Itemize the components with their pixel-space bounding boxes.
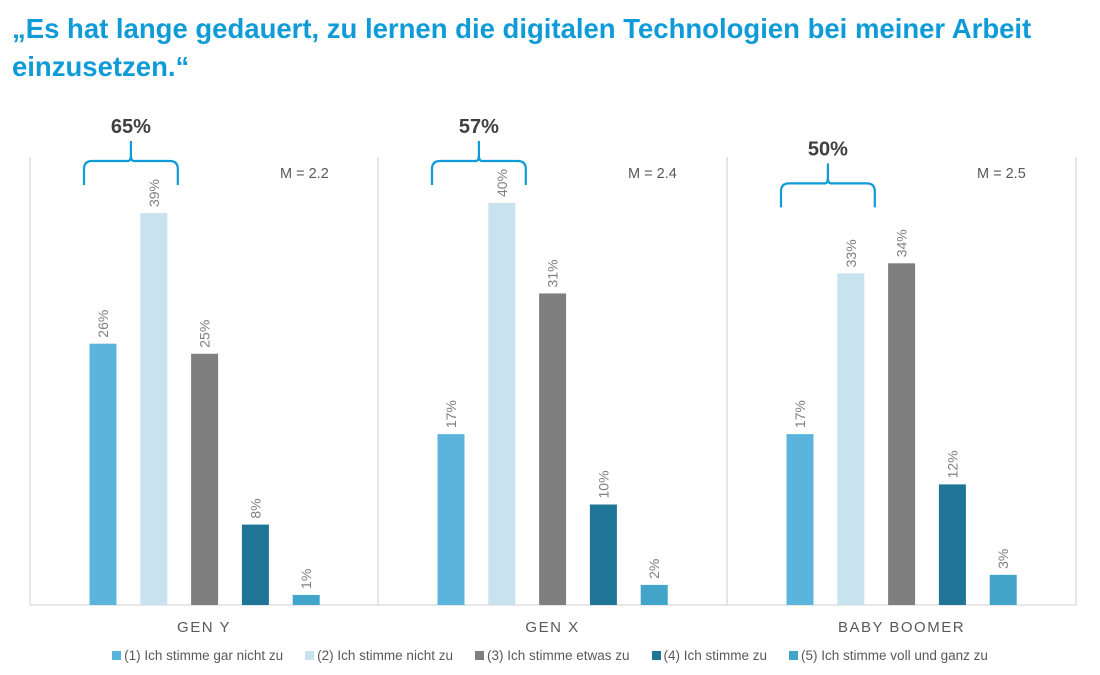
data-label: 25% (197, 320, 213, 348)
legend-item: (3) Ich stimme etwas zu (474, 648, 630, 663)
data-label: 3% (995, 549, 1011, 569)
data-label: 10% (595, 470, 611, 498)
data-label: 40% (494, 169, 510, 197)
data-label: 8% (247, 498, 263, 518)
data-label: 1% (298, 569, 314, 589)
bar (539, 293, 567, 605)
data-label: 12% (944, 450, 960, 478)
data-label: 17% (792, 400, 808, 428)
data-label: 34% (894, 229, 910, 257)
bar (786, 434, 814, 605)
bracket-sum-label: 50% (808, 138, 848, 160)
bar (938, 484, 966, 605)
legend-item: (1) Ich stimme gar nicht zu (112, 648, 283, 663)
legend-label: (4) Ich stimme zu (663, 648, 768, 663)
category-label: GEN Y (177, 619, 231, 636)
bar (89, 343, 117, 605)
bar (989, 574, 1017, 605)
bar (888, 263, 916, 605)
bar (241, 524, 269, 605)
legend-swatch (305, 651, 315, 660)
data-label: 31% (545, 259, 561, 287)
mean-label: M = 2.2 (280, 166, 329, 182)
bracket (82, 141, 179, 185)
legend-swatch (112, 651, 122, 660)
legend-item: (2) Ich stimme nicht zu (305, 648, 453, 663)
data-label: 39% (146, 179, 162, 207)
bracket (430, 141, 527, 185)
legend-item: (5) Ich stimme voll und ganz zu (789, 648, 988, 663)
legend-swatch (651, 651, 661, 660)
bar (488, 203, 516, 605)
legend-swatch (474, 651, 484, 660)
chart-legend: (1) Ich stimme gar nicht zu (2) Ich stimm… (0, 648, 1100, 663)
legend-label: (2) Ich stimme nicht zu (317, 648, 453, 663)
mean-label: M = 2.5 (977, 166, 1026, 182)
legend-label: (3) Ich stimme etwas zu (486, 648, 630, 663)
data-label: 17% (443, 400, 459, 428)
legend-item: (4) Ich stimme zu (651, 648, 768, 663)
data-label: 2% (646, 559, 662, 579)
data-label: 26% (95, 310, 111, 338)
bar (437, 434, 465, 605)
bracket-sum-label: 65% (111, 116, 151, 138)
mean-label: M = 2.4 (628, 166, 677, 182)
data-label: 33% (843, 239, 859, 267)
category-label: GEN X (525, 619, 579, 636)
legend-swatch (789, 651, 799, 660)
bar (140, 213, 168, 606)
bar (292, 594, 320, 605)
bar (191, 353, 219, 605)
bar (837, 273, 865, 605)
chart-title: „Es hat lange gedauert, zu lernen die di… (12, 13, 1032, 82)
bracket (779, 163, 876, 208)
bar (640, 584, 668, 605)
legend-label: (5) Ich stimme voll und ganz zu (801, 648, 988, 663)
category-label: BABY BOOMER (838, 619, 965, 636)
bar (589, 504, 617, 605)
legend-label: (1) Ich stimme gar nicht zu (124, 648, 284, 663)
bracket-sum-label: 57% (459, 116, 499, 138)
